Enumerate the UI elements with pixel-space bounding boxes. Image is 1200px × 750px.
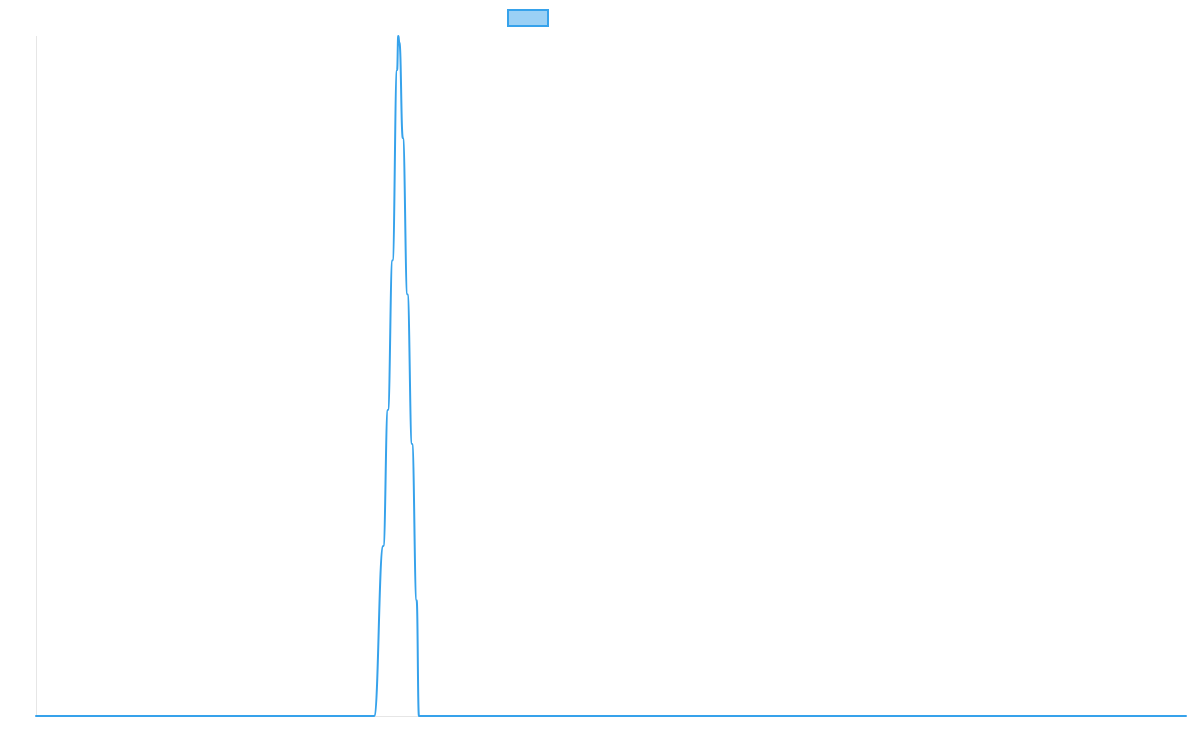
series-layer xyxy=(35,35,1187,718)
series-line-0[interactable] xyxy=(35,35,1187,718)
legend-swatch[interactable] xyxy=(507,9,549,27)
legend[interactable] xyxy=(507,9,549,27)
